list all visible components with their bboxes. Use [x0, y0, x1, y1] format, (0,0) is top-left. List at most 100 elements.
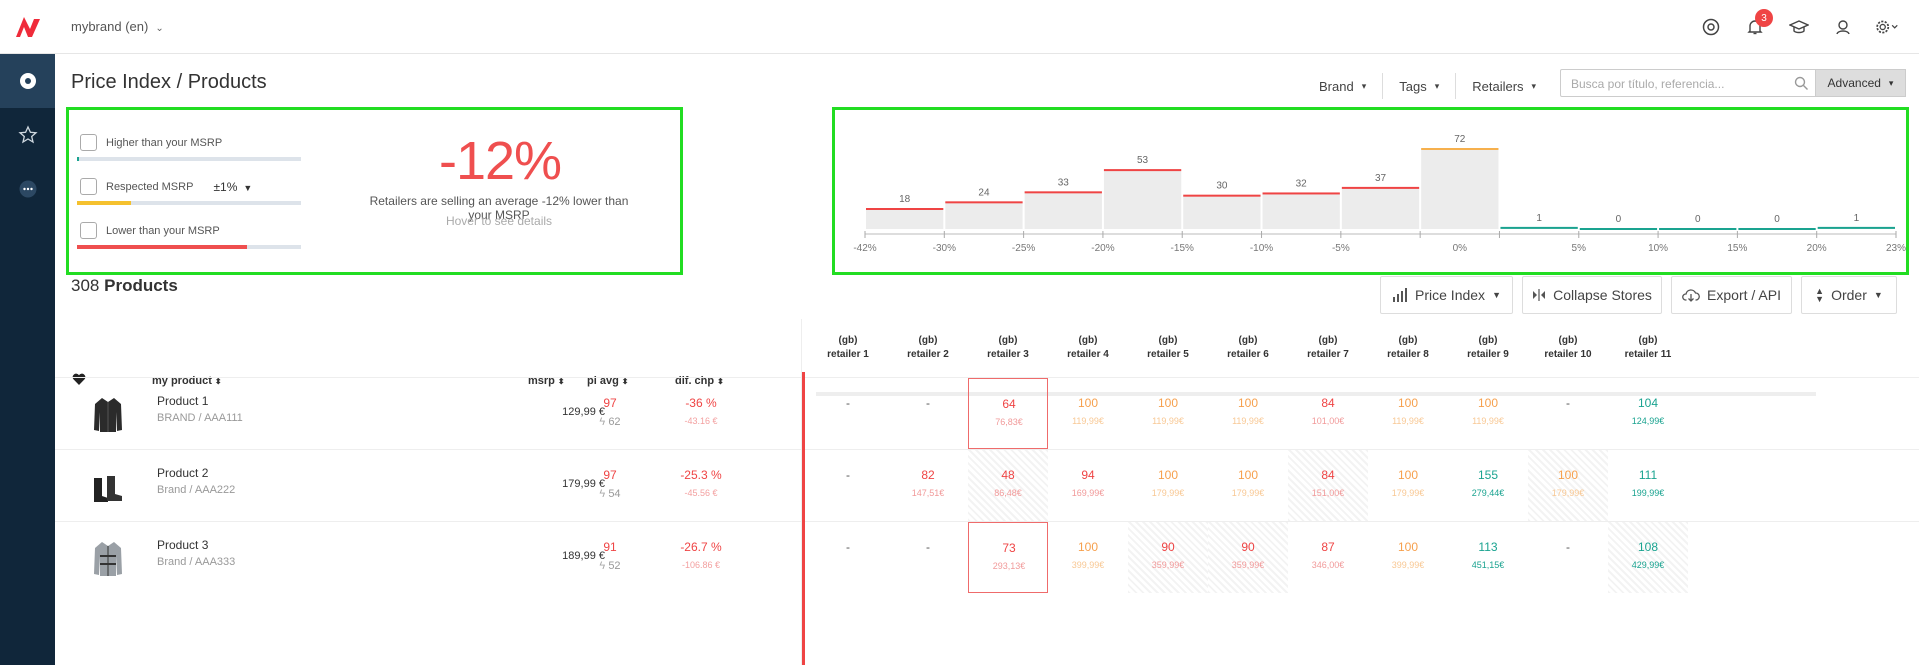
histogram-tick-label: -5%	[1332, 243, 1350, 254]
retailer-price-cell[interactable]: 82 147,51€	[888, 450, 968, 521]
column-header-retailer[interactable]: (gb) retailer 6	[1215, 334, 1281, 362]
respected-msrp-checkbox[interactable]	[80, 178, 97, 195]
retailer-price-cell[interactable]: 100 119,99€	[1048, 378, 1128, 449]
table-row[interactable]: Product 3 Brand / AAA333 189,99 €91 ϟ 52 -26…	[55, 521, 1919, 593]
product-pi-min: ϟ 62	[580, 416, 640, 428]
product-name[interactable]: Product 2	[157, 466, 209, 480]
retailer-price: 279,44€	[1471, 488, 1505, 498]
column-header-retailer[interactable]: (gb) retailer 2	[895, 334, 961, 362]
tolerance-selector[interactable]: ±1% ▼	[213, 180, 252, 194]
column-header-product[interactable]: my product ⬍	[152, 375, 222, 387]
column-header-retailer[interactable]: (gb) retailer 5	[1135, 334, 1201, 362]
brand-selector[interactable]: mybrand (en) ⌄	[71, 19, 164, 34]
histogram-bar-top	[1421, 148, 1499, 150]
retailer-price-cell[interactable]: -	[1528, 378, 1608, 449]
retailer-price-cell[interactable]: 87 346,00€	[1288, 522, 1368, 593]
retailer-price-cell[interactable]: 113 451,15€	[1448, 522, 1528, 593]
retailer-name: retailer 6	[1227, 349, 1269, 360]
retailer-price-cell[interactable]: 100 119,99€	[1208, 378, 1288, 449]
retailer-price-cell[interactable]: 84 101,00€	[1288, 378, 1368, 449]
lower-msrp-option[interactable]: Lower than your MSRP	[80, 222, 220, 239]
higher-msrp-checkbox[interactable]	[80, 134, 97, 151]
retailer-name: retailer 9	[1467, 349, 1509, 360]
column-header-pi-avg[interactable]: pi avg ⬍	[587, 375, 629, 387]
column-header-msrp[interactable]: msrp ⬍	[528, 375, 565, 387]
retailer-price-cell[interactable]: 100 119,99€	[1368, 378, 1448, 449]
support-agent-icon[interactable]	[1831, 15, 1855, 39]
order-button[interactable]: ▲ ▼ Order ▼	[1801, 276, 1897, 314]
histogram-bar-top	[1817, 226, 1895, 229]
notifications-bell-icon[interactable]: 3	[1743, 9, 1773, 39]
retailer-price-cell[interactable]: 111 199,99€	[1608, 450, 1688, 521]
filter-retailers[interactable]: Retailers ▾	[1455, 73, 1552, 99]
retailer-price-cell[interactable]: 73 293,13€	[968, 522, 1048, 593]
respected-msrp-option[interactable]: Respected MSRP ±1% ▼	[80, 178, 252, 195]
retailer-price-cell[interactable]: 84 151,00€	[1288, 450, 1368, 521]
app-logo-icon[interactable]	[14, 15, 42, 39]
histogram-bar-top	[1659, 228, 1737, 230]
retailer-price-cell[interactable]: 155 279,44€	[1448, 450, 1528, 521]
histogram-tick-label: 10%	[1648, 243, 1668, 254]
retailer-price-cell[interactable]: -	[808, 450, 888, 521]
column-header-retailer[interactable]: (gb) retailer 3	[975, 334, 1041, 362]
column-header-retailer[interactable]: (gb) retailer 7	[1295, 334, 1361, 362]
retailer-price-cell[interactable]: 100 399,99€	[1048, 522, 1128, 593]
retailer-price-cell[interactable]: 90 359,99€	[1128, 522, 1208, 593]
table-row[interactable]: Product 2 Brand / AAA222 179,99 €97 ϟ 54 -25…	[55, 449, 1919, 521]
price-index-value: 113	[1478, 540, 1498, 554]
retailer-price-cell[interactable]: 100 119,99€	[1128, 378, 1208, 449]
product-name[interactable]: Product 3	[157, 538, 209, 552]
table-row[interactable]: Product 1 BRAND / AAA111 129,99 €97 ϟ 62 -36…	[55, 377, 1919, 449]
retailer-price-cell[interactable]: 100 399,99€	[1368, 522, 1448, 593]
search-icon[interactable]	[1794, 76, 1809, 91]
search-input[interactable]: Busca por título, referencia...	[1560, 69, 1818, 97]
academy-cap-icon[interactable]	[1787, 15, 1811, 39]
retailer-price-cell[interactable]: 104 124,99€	[1608, 378, 1688, 449]
product-name[interactable]: Product 1	[157, 394, 209, 408]
price-index-value: 108	[1637, 540, 1659, 554]
heart-icon[interactable]	[72, 373, 86, 385]
collapse-stores-button[interactable]: Collapse Stores	[1522, 276, 1662, 314]
retailer-price-cell[interactable]: -	[808, 378, 888, 449]
retailer-price-cell[interactable]: -	[888, 378, 968, 449]
tolerance-value: ±1%	[213, 179, 238, 194]
settings-gear-icon[interactable]	[1875, 15, 1899, 39]
higher-msrp-bar-fill	[77, 157, 80, 161]
lower-msrp-checkbox[interactable]	[80, 222, 97, 239]
advanced-search-button[interactable]: Advanced ▾	[1815, 69, 1906, 97]
retailer-price-cell[interactable]: 94 169,99€	[1048, 450, 1128, 521]
price-index-button[interactable]: Price Index ▼	[1380, 276, 1513, 314]
sidebar-item-price-index[interactable]	[0, 54, 55, 108]
retailer-price-cell[interactable]: -	[1528, 522, 1608, 593]
retailer-price-cell[interactable]: 48 86,48€	[968, 450, 1048, 521]
product-pi-min-value: 62	[608, 416, 621, 428]
retailer-price-cell[interactable]: 100 179,99€	[1528, 450, 1608, 521]
column-header-retailer[interactable]: (gb) retailer 11	[1615, 334, 1681, 362]
column-header-dif-chp[interactable]: dif. chp ⬍	[675, 375, 724, 387]
filter-brand[interactable]: Brand ▾	[1303, 73, 1382, 99]
retailer-price-cell[interactable]: 90 359,99€	[1208, 522, 1288, 593]
sidebar-item-more[interactable]	[0, 162, 55, 216]
filter-tags[interactable]: Tags ▾	[1382, 73, 1455, 99]
distribution-chart: 18 24 33 53 30 32 37 72 1 0 0 0 1 -42% -30% -25% -20% -15…	[853, 134, 1906, 254]
horizontal-scrollbar[interactable]	[816, 392, 1816, 396]
retailer-price-cell[interactable]: 100 179,99€	[1368, 450, 1448, 521]
export-api-button[interactable]: Export / API	[1671, 276, 1792, 314]
retailer-price-cell[interactable]: 64 76,83€	[968, 378, 1048, 449]
retailer-price-cell[interactable]: 108 429,99€	[1608, 522, 1688, 593]
retailer-price-cell[interactable]: 100 119,99€	[1448, 378, 1528, 449]
column-pi-avg-label: pi avg	[587, 375, 619, 387]
column-header-retailer[interactable]: (gb) retailer 8	[1375, 334, 1441, 362]
column-header-retailer[interactable]: (gb) retailer 9	[1455, 334, 1521, 362]
retailer-price-cell[interactable]: 100 179,99€	[1128, 450, 1208, 521]
retailer-price-cell[interactable]: 100 179,99€	[1208, 450, 1288, 521]
higher-msrp-option[interactable]: Higher than your MSRP	[80, 134, 222, 151]
sidebar-item-favorites[interactable]	[0, 108, 55, 162]
chrome-extension-icon[interactable]	[1699, 15, 1723, 39]
retailer-price-cell[interactable]: -	[888, 522, 968, 593]
column-header-retailer[interactable]: (gb) retailer 1	[815, 334, 881, 362]
column-header-retailer[interactable]: (gb) retailer 10	[1535, 334, 1601, 362]
column-header-retailer[interactable]: (gb) retailer 4	[1055, 334, 1121, 362]
retailer-price-cell[interactable]: -	[808, 522, 888, 593]
histogram-value-label: 0	[1695, 214, 1701, 225]
